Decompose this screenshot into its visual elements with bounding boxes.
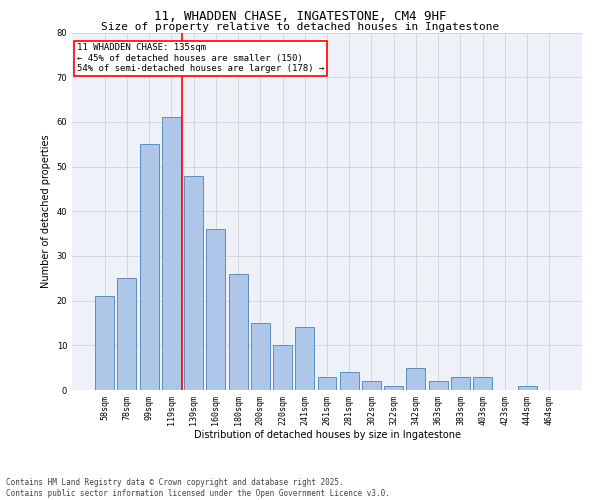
Bar: [518, 386, 536, 390]
Bar: [362, 381, 381, 390]
Text: Size of property relative to detached houses in Ingatestone: Size of property relative to detached ho…: [101, 22, 499, 32]
Bar: [317, 376, 337, 390]
Bar: [118, 278, 136, 390]
Bar: [184, 176, 203, 390]
Bar: [451, 376, 470, 390]
Bar: [473, 376, 492, 390]
Bar: [162, 118, 181, 390]
Bar: [295, 328, 314, 390]
Bar: [206, 229, 225, 390]
Bar: [406, 368, 425, 390]
Bar: [140, 144, 158, 390]
Bar: [95, 296, 114, 390]
Text: Contains HM Land Registry data © Crown copyright and database right 2025.
Contai: Contains HM Land Registry data © Crown c…: [6, 478, 390, 498]
Bar: [384, 386, 403, 390]
Bar: [251, 323, 270, 390]
Y-axis label: Number of detached properties: Number of detached properties: [41, 134, 51, 288]
Text: 11 WHADDEN CHASE: 135sqm
← 45% of detached houses are smaller (150)
54% of semi-: 11 WHADDEN CHASE: 135sqm ← 45% of detach…: [77, 43, 325, 73]
Bar: [429, 381, 448, 390]
Text: 11, WHADDEN CHASE, INGATESTONE, CM4 9HF: 11, WHADDEN CHASE, INGATESTONE, CM4 9HF: [154, 10, 446, 23]
Bar: [340, 372, 359, 390]
Bar: [229, 274, 248, 390]
X-axis label: Distribution of detached houses by size in Ingatestone: Distribution of detached houses by size …: [193, 430, 461, 440]
Bar: [273, 346, 292, 390]
